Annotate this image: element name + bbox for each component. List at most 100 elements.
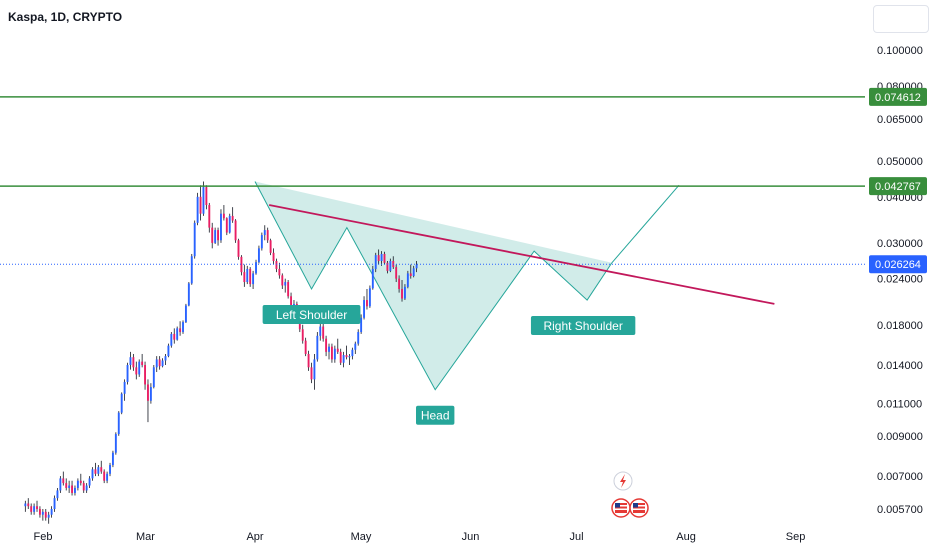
candle-body (240, 256, 243, 273)
candle-body (132, 357, 135, 368)
candle-body (225, 218, 228, 233)
candle (330, 343, 333, 363)
candle-body (50, 509, 53, 515)
candle-body (272, 252, 275, 261)
candle-body (179, 328, 182, 333)
candle-body (91, 469, 94, 479)
candle-body (182, 322, 184, 333)
candle-body (220, 213, 222, 241)
candle-body (190, 256, 193, 284)
candle (260, 232, 263, 251)
candle (301, 324, 304, 344)
candle-body (366, 300, 368, 307)
candle-body (68, 485, 71, 488)
candle (65, 478, 68, 491)
candle (36, 500, 38, 512)
candle-body (290, 296, 293, 307)
candle (167, 343, 170, 358)
candle-body (164, 356, 167, 361)
candle-body (301, 329, 304, 341)
candle (176, 326, 179, 341)
candle (374, 252, 377, 273)
candle-body (255, 262, 257, 274)
flag-icon-stripes (615, 503, 627, 513)
candle-body (415, 264, 418, 269)
candle (129, 351, 132, 370)
candle (56, 487, 59, 501)
candle-body (211, 227, 214, 243)
candle-body (109, 465, 111, 474)
candle (360, 314, 363, 334)
candle (252, 270, 255, 290)
candle-body (380, 253, 383, 261)
candle-body (348, 356, 351, 358)
candle (272, 248, 275, 265)
candle-body (103, 471, 106, 481)
candle (68, 480, 71, 493)
price-badge-text: 0.026264 (875, 259, 921, 271)
x-tick-label: Sep (786, 531, 806, 543)
pattern-label: Left Shoulder (262, 305, 361, 325)
candle-body (234, 220, 237, 241)
x-tick-label: May (351, 531, 372, 543)
price-badge-box (869, 87, 927, 106)
candle (120, 392, 123, 415)
candle (389, 258, 392, 273)
candle (333, 345, 336, 363)
candle-body (368, 288, 371, 307)
candle-body (41, 511, 44, 515)
candle-body (313, 359, 316, 380)
candle-body (403, 286, 406, 299)
candle (284, 278, 287, 293)
x-tick-label: Aug (676, 531, 696, 543)
y-tick-label: 0.030000 (877, 238, 923, 250)
y-tick-label: 0.014000 (877, 360, 923, 372)
candle (287, 280, 290, 299)
candle (117, 411, 120, 436)
pattern-label-box (416, 405, 455, 425)
candle (109, 462, 111, 477)
candle-body (351, 349, 354, 357)
candle (401, 280, 403, 302)
pattern-label-text: Left Shoulder (276, 308, 347, 322)
candle-body (187, 283, 190, 306)
annotations-layer: Left Shoulder Head Right Shoulder (262, 305, 649, 518)
candle-body (144, 365, 147, 385)
candle (41, 509, 44, 521)
candle (398, 275, 401, 293)
candle-body (53, 498, 56, 509)
candle (403, 284, 406, 301)
candle (263, 225, 266, 241)
candle (339, 348, 342, 366)
pattern-label-box (262, 305, 361, 325)
candle-body (126, 365, 129, 382)
candle-body (111, 452, 114, 466)
candle (132, 353, 135, 371)
candle (141, 353, 144, 368)
y-tick-label: 0.024000 (877, 274, 923, 286)
candle (53, 495, 56, 512)
candle-body (325, 338, 328, 352)
candle (217, 227, 220, 246)
candle (135, 361, 138, 380)
candle-body (149, 387, 152, 401)
candle (100, 460, 103, 474)
candle-body (228, 215, 231, 233)
candle (74, 485, 76, 496)
candle-body (205, 187, 208, 206)
candle (190, 253, 193, 285)
candle-body (278, 268, 281, 276)
candle-body (214, 230, 217, 243)
candle (222, 205, 225, 221)
toolbar-box[interactable] (873, 5, 929, 33)
candle (412, 265, 415, 278)
candle (27, 498, 30, 509)
candle (237, 238, 240, 260)
candle-body (336, 348, 339, 352)
candle (44, 509, 47, 521)
price-badge: 0.074612 (869, 87, 927, 106)
candle (371, 265, 374, 290)
flag-icon-stripe (633, 508, 645, 510)
flag-icon-canton (615, 503, 620, 508)
